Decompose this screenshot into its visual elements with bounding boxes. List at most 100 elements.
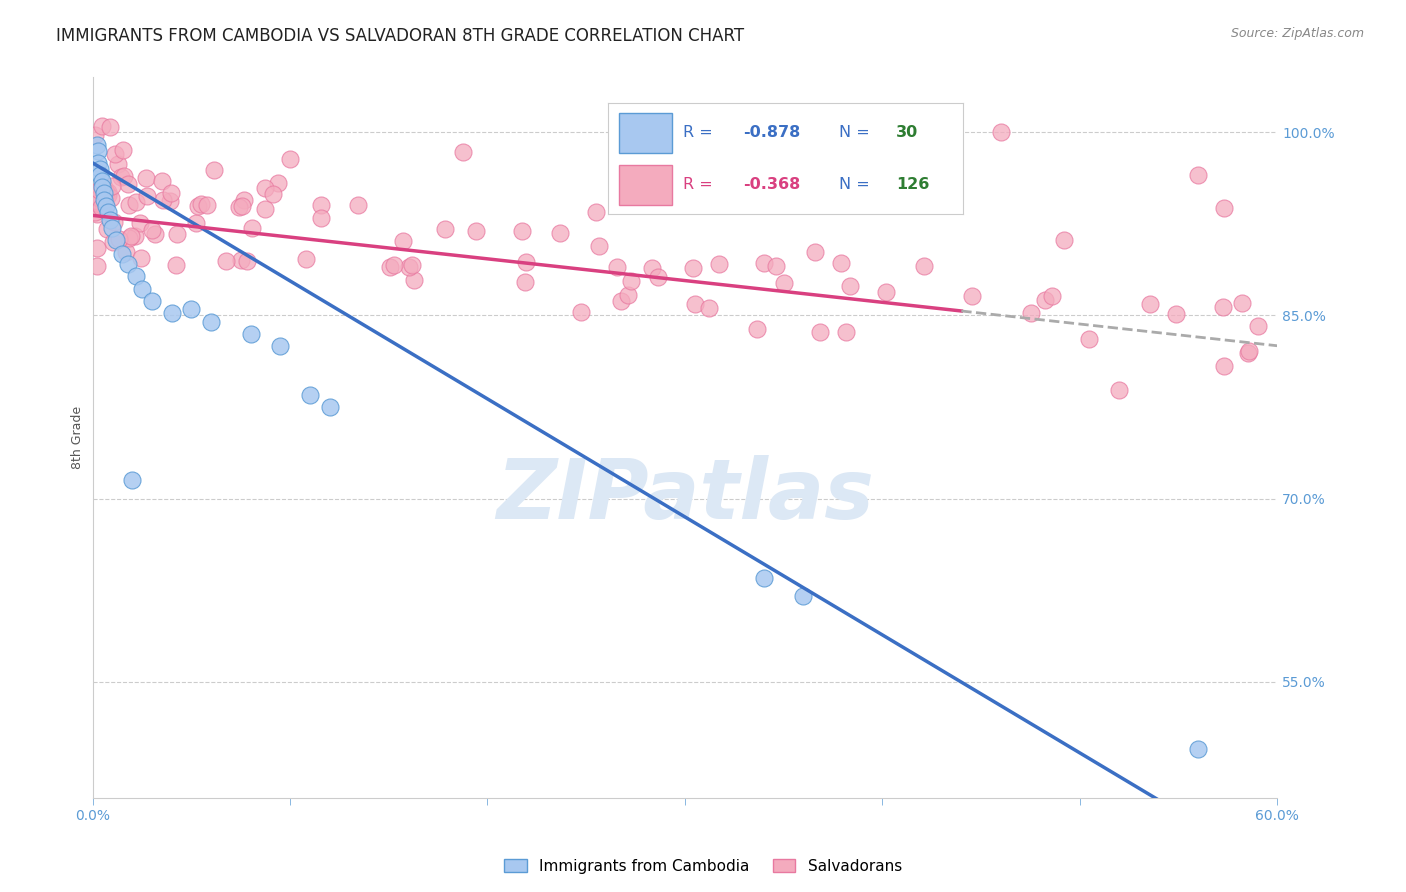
Point bbox=[262, 186, 284, 201]
Point bbox=[683, 297, 706, 311]
Point bbox=[1230, 295, 1253, 310]
Point bbox=[135, 171, 157, 186]
Text: IMMIGRANTS FROM CAMBODIA VS SALVADORAN 8TH GRADE CORRELATION CHART: IMMIGRANTS FROM CAMBODIA VS SALVADORAN 8… bbox=[56, 27, 744, 45]
Point bbox=[1042, 289, 1064, 303]
Point bbox=[94, 186, 117, 200]
Point bbox=[112, 169, 135, 184]
Point bbox=[98, 120, 121, 134]
Point bbox=[765, 260, 787, 274]
Point bbox=[120, 228, 142, 243]
Point bbox=[200, 315, 222, 329]
Point bbox=[86, 195, 108, 210]
Point bbox=[875, 285, 897, 300]
Point bbox=[131, 282, 153, 296]
Point bbox=[830, 256, 852, 270]
Point bbox=[1053, 234, 1076, 248]
Point bbox=[515, 255, 537, 269]
Point bbox=[808, 325, 831, 339]
Point bbox=[588, 238, 610, 252]
Point bbox=[960, 289, 983, 303]
Point bbox=[89, 183, 111, 197]
Point bbox=[912, 259, 935, 273]
Point bbox=[125, 269, 148, 284]
Point bbox=[1213, 359, 1236, 373]
Point bbox=[1213, 201, 1236, 215]
Legend: Immigrants from Cambodia, Salvadorans: Immigrants from Cambodia, Salvadorans bbox=[498, 853, 908, 880]
Point bbox=[112, 144, 135, 158]
Point bbox=[384, 258, 406, 272]
Point bbox=[240, 220, 263, 235]
Point bbox=[451, 145, 474, 160]
Point bbox=[86, 241, 108, 255]
Point bbox=[143, 227, 166, 241]
Point bbox=[1237, 343, 1260, 358]
Point bbox=[87, 144, 110, 158]
Point bbox=[1035, 293, 1057, 307]
Point bbox=[278, 152, 301, 166]
Point bbox=[165, 258, 187, 272]
Point bbox=[752, 571, 775, 585]
Point bbox=[990, 125, 1012, 139]
Point bbox=[792, 589, 814, 603]
Point bbox=[86, 207, 108, 221]
Point bbox=[180, 302, 202, 317]
Point bbox=[1019, 306, 1042, 320]
Point bbox=[96, 199, 118, 213]
Point bbox=[239, 326, 262, 341]
Point bbox=[404, 273, 426, 287]
Point bbox=[606, 260, 628, 274]
Point bbox=[107, 156, 129, 170]
Point bbox=[752, 256, 775, 270]
Point bbox=[1236, 346, 1258, 360]
Point bbox=[378, 260, 401, 274]
Point bbox=[97, 188, 120, 202]
Point bbox=[803, 244, 825, 259]
Point bbox=[101, 220, 124, 235]
Point bbox=[510, 224, 533, 238]
Point bbox=[129, 252, 152, 266]
Point bbox=[97, 186, 120, 200]
Point bbox=[346, 198, 368, 212]
Point bbox=[1164, 307, 1187, 321]
Point bbox=[311, 211, 333, 226]
Point bbox=[100, 178, 122, 193]
Point bbox=[398, 260, 420, 274]
Point bbox=[548, 226, 571, 240]
Point bbox=[111, 247, 134, 261]
Point bbox=[697, 301, 720, 315]
Point bbox=[89, 161, 111, 176]
Point bbox=[215, 254, 238, 268]
Point bbox=[121, 473, 143, 487]
Point bbox=[1077, 332, 1099, 346]
Point bbox=[93, 180, 115, 194]
Point bbox=[187, 199, 209, 213]
Point bbox=[91, 202, 114, 216]
Point bbox=[647, 270, 669, 285]
Point bbox=[1139, 297, 1161, 311]
Point bbox=[93, 194, 115, 208]
Point bbox=[86, 194, 108, 208]
Point bbox=[295, 252, 318, 267]
Point bbox=[229, 252, 252, 267]
Point bbox=[773, 276, 796, 290]
Point bbox=[118, 198, 141, 212]
Point bbox=[104, 147, 127, 161]
Point bbox=[89, 200, 111, 214]
Point bbox=[202, 162, 225, 177]
Point bbox=[620, 274, 643, 288]
Point bbox=[83, 128, 105, 143]
Point bbox=[141, 223, 163, 237]
Point bbox=[84, 204, 107, 219]
Point bbox=[93, 193, 115, 207]
Point bbox=[160, 186, 183, 200]
Point bbox=[1187, 168, 1209, 182]
Point bbox=[569, 304, 592, 318]
Point bbox=[641, 261, 664, 276]
Point bbox=[1247, 318, 1270, 333]
Y-axis label: 8th Grade: 8th Grade bbox=[72, 406, 84, 469]
Point bbox=[184, 216, 207, 230]
Point bbox=[190, 197, 212, 211]
Point bbox=[87, 183, 110, 197]
Point bbox=[91, 174, 114, 188]
Point bbox=[89, 168, 111, 182]
